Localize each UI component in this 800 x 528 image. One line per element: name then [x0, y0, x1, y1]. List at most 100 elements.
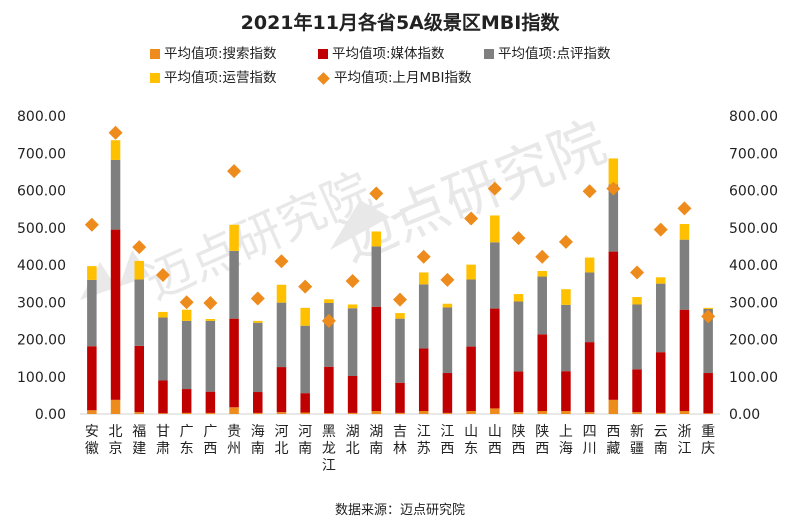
last-month-marker	[535, 249, 550, 264]
x-tick-label: 贵	[227, 424, 241, 440]
chart-title: 2021年11月各省5A级景区MBI指数	[240, 12, 560, 34]
y-axis-left: 0.00 100.00 200.00 300.00 400.00 500.00 600.00…	[17, 109, 66, 423]
legend-swatch-media	[318, 49, 328, 59]
bar-segment-1	[608, 251, 619, 400]
bar-segment-2	[158, 317, 168, 381]
bar-segment-1	[418, 348, 429, 412]
last-month-marker	[416, 249, 431, 264]
bar-segment-0	[466, 411, 476, 414]
y-tick-left: 100.00	[17, 370, 66, 386]
bar-segment-3	[253, 320, 263, 323]
bar-segment-0	[347, 412, 358, 414]
x-tick-label: 疆	[630, 441, 644, 457]
bar-segment-1	[584, 342, 595, 413]
bar-segment-0	[276, 412, 287, 414]
y-tick-right: 800.00	[729, 109, 778, 125]
x-tick-label: 江	[322, 458, 336, 474]
x-tick-label: 河	[298, 424, 312, 440]
x-tick-label: 北	[346, 441, 360, 457]
last-month-marker	[582, 184, 597, 199]
y-tick-left: 400.00	[17, 258, 66, 274]
bar-segment-2	[679, 239, 690, 310]
bar-segment-1	[703, 373, 713, 414]
x-tick-label: 林	[393, 441, 407, 457]
bar-segment-3	[584, 257, 595, 273]
bar-segment-3	[87, 266, 97, 280]
bar-segment-2	[608, 184, 619, 252]
bar-segment-2	[324, 302, 334, 367]
diamond-markers	[84, 125, 716, 328]
x-tick-label: 南	[654, 441, 668, 457]
x-tick-label: 广	[180, 424, 194, 440]
bar-segment-3	[205, 319, 216, 321]
x-tick-label: 湖	[346, 424, 360, 440]
x-tick-label: 建	[132, 441, 146, 457]
bar-segment-2	[632, 304, 642, 370]
bar-segment-2	[134, 279, 145, 346]
bar-segment-2	[347, 308, 358, 377]
y-tick-right: 700.00	[729, 146, 778, 162]
last-month-marker	[84, 217, 99, 232]
legend-item-last-month: 平均值项:上月MBI指数	[316, 66, 471, 86]
last-month-marker	[440, 272, 455, 287]
bar-segment-1	[205, 391, 216, 413]
x-tick-label: 山	[464, 424, 478, 440]
x-tick-label: 东	[464, 441, 478, 457]
bar-segment-2	[466, 279, 476, 347]
bar-segment-1	[513, 371, 524, 413]
bar-segment-0	[324, 413, 334, 414]
x-tick-label: 藏	[606, 441, 620, 457]
x-tick-label: 龙	[322, 441, 336, 457]
x-tick-label: 西	[606, 424, 620, 440]
bar-segment-3	[229, 224, 239, 251]
last-month-marker	[345, 274, 360, 289]
bar-segment-3	[276, 284, 287, 303]
bar-segment-3	[158, 311, 168, 318]
x-tick-label: 江	[417, 424, 431, 440]
y-tick-right: 100.00	[729, 370, 778, 386]
legend-label-search: 平均值项:搜索指数	[164, 46, 277, 62]
bar-segment-3	[418, 272, 429, 285]
x-tick-label: 西	[203, 441, 217, 457]
x-tick-label: 重	[701, 424, 715, 440]
last-month-marker	[321, 313, 336, 328]
legend-item-operation: 平均值项:运营指数	[150, 66, 277, 86]
bar-segment-1	[324, 366, 334, 414]
x-tick-label: 陕	[535, 424, 549, 440]
x-tick-label: 浙	[677, 424, 691, 440]
bar-segment-2	[205, 320, 216, 392]
x-tick-label: 南	[251, 441, 265, 457]
bar-segment-3	[300, 307, 310, 326]
bar-segment-0	[537, 411, 547, 414]
y-tick-left: 700.00	[17, 146, 66, 162]
x-tick-label: 海	[251, 424, 265, 440]
bar-segment-1	[110, 229, 121, 400]
bar-segment-0	[442, 412, 453, 414]
x-tick-label: 安	[85, 424, 99, 440]
x-tick-label: 南	[369, 441, 383, 457]
legend-item-media: 平均值项:媒体指数	[318, 42, 445, 62]
bar-segment-1	[490, 308, 500, 409]
bar-segment-1	[442, 373, 453, 413]
bar-segment-0	[253, 412, 263, 414]
x-tick-label: 吉	[393, 424, 407, 440]
x-tick-label: 西	[512, 441, 526, 457]
x-tick-label: 江	[440, 424, 454, 440]
bar-segment-3	[442, 303, 453, 308]
last-month-marker	[298, 279, 313, 294]
bar-segment-3	[324, 299, 334, 303]
last-month-marker	[274, 254, 289, 269]
x-tick-label: 西	[535, 441, 549, 457]
bar-segment-1	[466, 346, 476, 412]
y-tick-left: 300.00	[17, 295, 66, 311]
bar-segment-2	[87, 279, 97, 347]
last-month-marker	[132, 240, 147, 255]
bar-segment-0	[418, 411, 429, 414]
bar-segment-3	[466, 264, 476, 280]
last-month-marker	[677, 201, 692, 216]
x-tick-label: 新	[630, 424, 644, 440]
x-tick-label: 川	[583, 441, 597, 457]
last-month-marker	[155, 268, 170, 283]
x-tick-label: 西	[488, 441, 502, 457]
bar-segment-2	[371, 246, 382, 307]
